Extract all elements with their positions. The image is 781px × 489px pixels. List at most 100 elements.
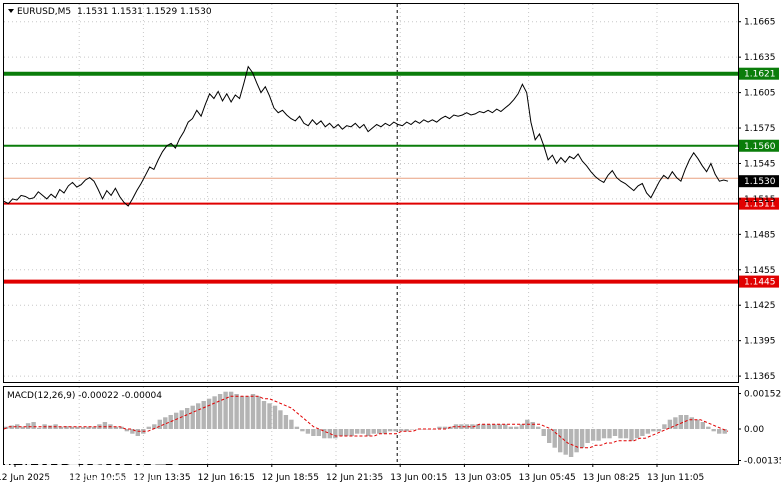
macd-bar [119, 426, 124, 429]
macd-bar [305, 429, 311, 434]
price-axis[interactable]: 1.1665 1.1635 1.1605 1.1575 1.1545 1.1515 1.14… [738, 18, 776, 382]
macd-tick-label: 0.00152 [744, 390, 781, 400]
current-price-tag: 1.1530 [744, 177, 776, 187]
macd-bar [206, 398, 212, 429]
y-tick-label: 1.1545 [744, 159, 776, 169]
x-tick-label: 12 Jun 21:35 [326, 473, 383, 483]
macd-bar [717, 429, 722, 434]
macd-bar [497, 424, 502, 429]
macd-bar [113, 426, 119, 429]
x-tick-label: 13 Jun 05:45 [519, 473, 576, 483]
macd-bar [459, 424, 464, 429]
macd-bar [31, 422, 36, 429]
macd-bar [706, 426, 711, 429]
macd-axis[interactable]: 0.00152 0.00 -0.00135 [738, 390, 781, 467]
macd-bar [75, 426, 80, 429]
macd-bar [590, 429, 596, 441]
macd-bar [86, 426, 91, 429]
macd-bar [344, 429, 349, 436]
macd-bar [519, 424, 524, 429]
instaforex-watermark: instaforex Instant Forex Trading [5, 446, 185, 486]
y-tick-label: 1.1395 [744, 337, 776, 347]
macd-bar [634, 429, 640, 439]
macd-bar [190, 405, 195, 429]
macd-bar [349, 429, 354, 436]
macd-bar [689, 417, 694, 429]
y-tick-label: 1.1455 [744, 266, 776, 276]
macd-bar [250, 394, 256, 429]
macd-bar [409, 429, 415, 430]
macd-bar [596, 429, 601, 441]
price-series [3, 65, 729, 207]
x-tick-label: 13 Jun 11:05 [647, 473, 704, 483]
watermark-brand: instaforex [36, 446, 185, 479]
macd-bar [547, 429, 552, 443]
macd-bar [102, 422, 108, 429]
level-tag-1.1621: 1.1621 [744, 70, 776, 80]
macd-bar [212, 396, 217, 429]
macd-bar [673, 417, 678, 429]
macd-bar [393, 429, 398, 432]
macd-bar [9, 425, 14, 429]
macd-bar [322, 429, 327, 439]
macd-bar [448, 426, 453, 429]
x-tick-label: 12 Jun 16:15 [198, 473, 255, 483]
x-tick-label: 13 Jun 03:05 [454, 473, 511, 483]
time-axis[interactable]: 12 Jun 2025 12 Jun 10:55 12 Jun 13:35 12 Ju… [0, 464, 704, 483]
symbol-label: EURUSD,M5 [17, 7, 71, 17]
macd-series [3, 391, 729, 457]
macd-bar [245, 396, 250, 429]
macd-bar [64, 426, 69, 429]
macd-bar [69, 426, 75, 429]
macd-bar [311, 429, 316, 436]
macd-bar [722, 429, 727, 434]
macd-bar [179, 410, 184, 429]
watermark-tagline: Instant Forex Trading [42, 473, 155, 486]
macd-bar [629, 429, 634, 441]
macd-bar [80, 427, 86, 429]
macd-bar [508, 426, 513, 429]
macd-bar [272, 405, 278, 429]
grid-lines [4, 4, 738, 464]
y-tick-label: 1.1365 [744, 372, 776, 382]
macd-bar [700, 422, 705, 429]
y-tick-label: 1.1515 [744, 195, 776, 205]
macd-bar [267, 403, 272, 429]
macd-bar [223, 391, 228, 429]
macd-label: MACD(12,26,9) -0.00022 -0.00004 [7, 391, 162, 401]
macd-pane[interactable] [3, 386, 739, 465]
macd-bar [201, 401, 206, 429]
macd-tick-label: -0.00135 [744, 457, 781, 467]
macd-bar [261, 401, 267, 429]
macd-bar [234, 394, 239, 429]
macd-bar [684, 415, 689, 429]
macd-bar [453, 424, 459, 429]
price-pane[interactable] [3, 3, 739, 383]
macd-bar [514, 426, 519, 429]
macd-bar [58, 426, 64, 429]
macd-bar [278, 410, 283, 429]
macd-bar [283, 415, 289, 429]
macd-bar [607, 429, 612, 439]
y-tick-label: 1.1425 [744, 301, 776, 311]
x-tick-label: 12 Jun 10:55 [69, 473, 126, 483]
macd-bar [475, 424, 481, 429]
y-tick-label: 1.1635 [744, 53, 776, 63]
symbol-dropdown-icon[interactable] [8, 9, 14, 13]
price-line [3, 65, 729, 207]
macd-bar [327, 429, 332, 439]
macd-bar [360, 429, 365, 434]
macd-bar [492, 424, 497, 429]
macd-bar [695, 419, 700, 429]
macd-tick-label: 0.00 [744, 425, 764, 435]
macd-bar [612, 429, 618, 436]
x-tick-label: 13 Jun 08:25 [583, 473, 640, 483]
macd-bar [157, 419, 162, 429]
macd-bar [470, 424, 475, 429]
macd-bar [623, 429, 629, 439]
macd-bar [130, 429, 135, 434]
ohlc-values: 1.1531 1.1531 1.1529 1.1530 [77, 7, 212, 17]
macd-bar [196, 403, 201, 429]
macd-bar [640, 429, 645, 436]
